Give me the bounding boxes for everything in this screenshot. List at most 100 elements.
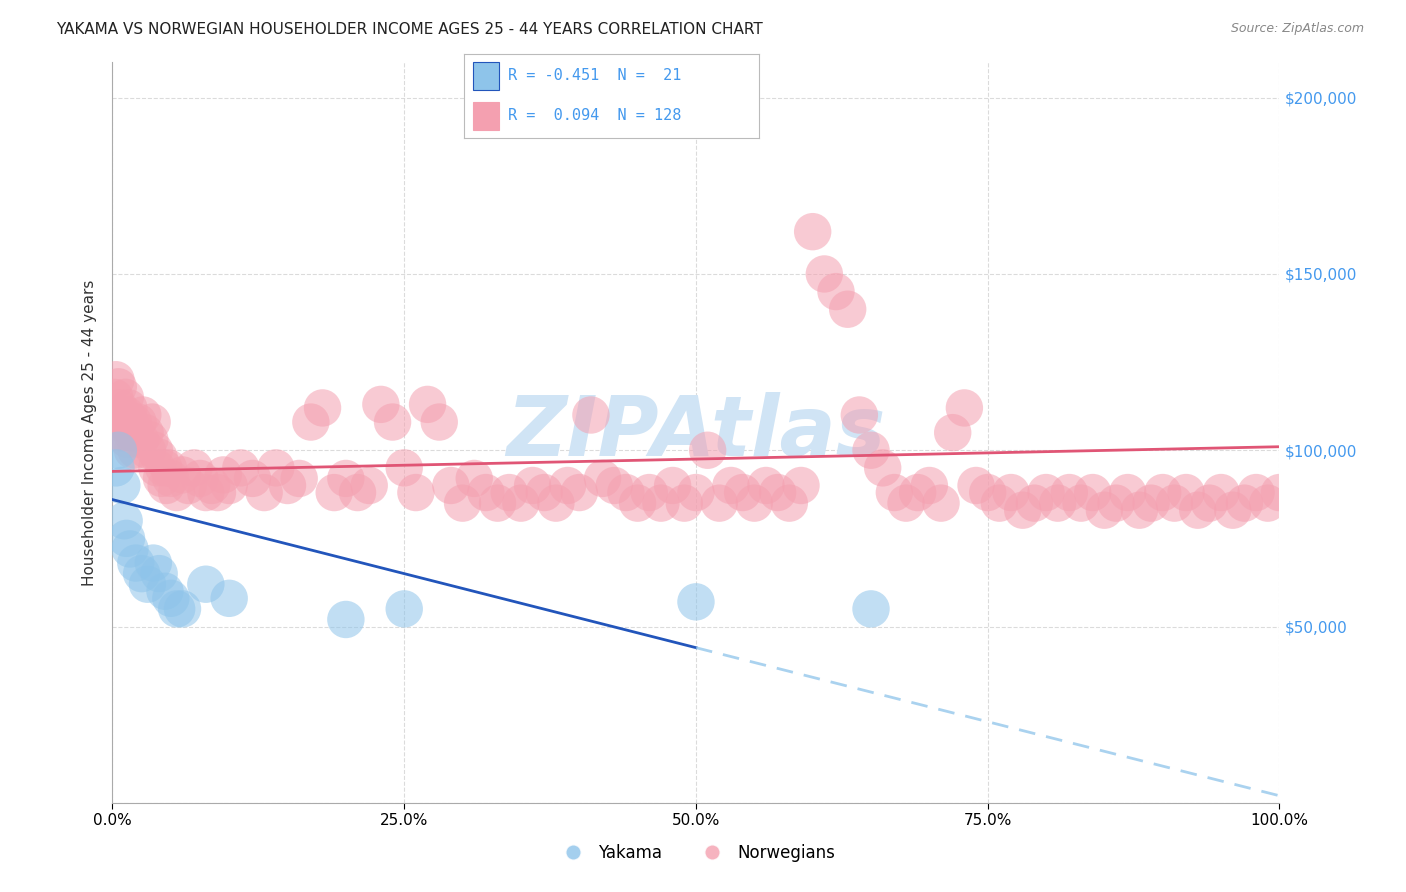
Point xyxy=(1024,496,1046,510)
Point xyxy=(117,433,139,447)
Point xyxy=(603,478,626,492)
Point xyxy=(766,485,789,500)
Point xyxy=(475,485,498,500)
Point xyxy=(229,461,252,475)
Point xyxy=(125,556,148,570)
Point xyxy=(118,415,141,429)
Point xyxy=(112,415,135,429)
Point xyxy=(112,514,135,528)
Legend: Yakama, Norwegians: Yakama, Norwegians xyxy=(550,838,842,869)
Point xyxy=(848,408,870,422)
Point xyxy=(131,566,153,581)
Point xyxy=(557,478,579,492)
Point xyxy=(720,478,742,492)
Point xyxy=(346,485,368,500)
Point xyxy=(731,485,754,500)
Point xyxy=(1268,485,1291,500)
Point xyxy=(129,433,152,447)
Point xyxy=(544,496,567,510)
Point xyxy=(522,478,544,492)
Point xyxy=(276,478,298,492)
Point xyxy=(110,425,132,440)
Point xyxy=(111,478,134,492)
Point xyxy=(685,595,707,609)
Point xyxy=(778,496,800,510)
Point xyxy=(218,478,240,492)
Point xyxy=(825,285,848,299)
Point xyxy=(813,267,835,281)
Point xyxy=(1116,485,1139,500)
Point xyxy=(288,471,311,485)
Point xyxy=(463,471,485,485)
Point xyxy=(155,478,177,492)
Point xyxy=(218,591,240,606)
Point xyxy=(592,471,614,485)
Point xyxy=(114,390,136,404)
Point xyxy=(172,602,194,616)
Point xyxy=(153,584,176,599)
Point xyxy=(121,443,143,458)
Point xyxy=(160,591,183,606)
Point xyxy=(509,496,531,510)
Point xyxy=(929,496,952,510)
Point xyxy=(1046,496,1069,510)
Point xyxy=(837,302,859,317)
Point xyxy=(370,397,392,411)
Point xyxy=(1257,496,1279,510)
Point xyxy=(1198,496,1220,510)
Point xyxy=(120,425,142,440)
Point xyxy=(394,602,416,616)
Point xyxy=(1059,485,1081,500)
Point xyxy=(1094,503,1116,517)
Point xyxy=(1233,496,1256,510)
Point xyxy=(139,433,162,447)
Point xyxy=(579,408,602,422)
Point xyxy=(177,478,200,492)
Point xyxy=(124,425,146,440)
Point xyxy=(136,577,159,591)
Point xyxy=(142,556,165,570)
Point xyxy=(661,478,683,492)
Point xyxy=(108,401,131,415)
Point xyxy=(132,408,155,422)
Point xyxy=(801,225,824,239)
Point xyxy=(1222,503,1244,517)
Point xyxy=(405,485,427,500)
Point xyxy=(194,577,217,591)
Point xyxy=(1152,485,1174,500)
Point xyxy=(744,496,766,510)
Point xyxy=(104,373,127,387)
Point xyxy=(122,415,145,429)
Point xyxy=(755,478,778,492)
Point xyxy=(440,478,463,492)
Point xyxy=(1128,503,1150,517)
Point xyxy=(907,485,929,500)
Point xyxy=(427,415,450,429)
Point xyxy=(166,602,188,616)
Bar xyxy=(472,62,499,90)
Point xyxy=(105,415,128,429)
Point xyxy=(1081,485,1104,500)
Point xyxy=(115,532,138,546)
Point xyxy=(568,485,591,500)
Point xyxy=(136,443,159,458)
Point xyxy=(115,408,138,422)
Point xyxy=(111,425,134,440)
Point xyxy=(1140,496,1163,510)
Point xyxy=(416,397,439,411)
Point xyxy=(146,461,169,475)
Point xyxy=(143,443,166,458)
Point xyxy=(381,415,404,429)
Point xyxy=(141,415,163,429)
Point xyxy=(125,443,148,458)
Point xyxy=(1187,503,1209,517)
Point xyxy=(533,485,555,500)
Point xyxy=(673,496,696,510)
Point xyxy=(104,390,127,404)
Point xyxy=(638,485,661,500)
Point xyxy=(696,443,718,458)
Point xyxy=(157,461,180,475)
Text: ZIPAtlas: ZIPAtlas xyxy=(506,392,886,473)
Y-axis label: Householder Income Ages 25 - 44 years: Householder Income Ages 25 - 44 years xyxy=(82,279,97,586)
Point xyxy=(107,380,129,394)
